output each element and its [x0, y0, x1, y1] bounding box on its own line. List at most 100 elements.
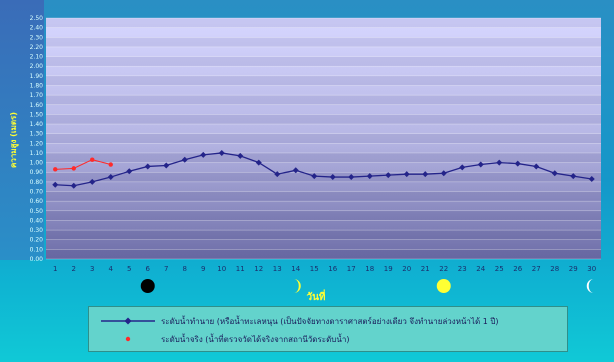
data-point	[570, 173, 577, 180]
data-point	[459, 164, 466, 171]
x-tick-label: 25	[495, 265, 504, 273]
plot-stripe	[46, 95, 601, 105]
y-tick-label: 2.00	[30, 63, 44, 70]
data-point	[90, 157, 95, 162]
y-tick-label: 1.60	[30, 102, 44, 109]
data-point	[200, 151, 207, 158]
data-point	[551, 170, 558, 177]
data-point	[440, 170, 447, 177]
data-point	[533, 163, 540, 170]
data-point	[514, 160, 521, 167]
y-tick-label: 2.30	[30, 34, 44, 41]
x-tick-label: 22	[439, 265, 448, 273]
y-tick-label: 1.80	[30, 82, 44, 89]
y-tick-label: 0.20	[30, 237, 44, 244]
y-tick-label: 1.20	[30, 140, 44, 147]
x-axis-label: วันที่	[306, 289, 325, 303]
data-point	[403, 171, 410, 178]
data-point	[348, 174, 355, 181]
x-tick-label: 20	[402, 265, 411, 273]
data-point	[53, 167, 58, 172]
legend: ระดับน้ำทำนาย (หรือน้ำทะเลหนุน (เป็นปัจจ…	[88, 306, 568, 352]
x-tick-label: 2	[72, 265, 76, 273]
x-tick-label: 7	[164, 265, 168, 273]
legend-item-predicted: ระดับน้ำทำนาย (หรือน้ำทะเลหนุน (เป็นปัจจ…	[89, 313, 567, 329]
plot-stripe	[46, 191, 601, 202]
data-point	[181, 156, 188, 163]
y-tick-label: 0.40	[30, 217, 44, 224]
plot-stripe	[46, 37, 601, 47]
x-tick-label: 1	[53, 265, 57, 273]
x-tick-label: 28	[550, 265, 559, 273]
plot-stripe	[46, 249, 601, 259]
full-moon-icon	[436, 279, 451, 293]
x-tick-label: 5	[127, 265, 131, 273]
data-point	[311, 173, 318, 180]
plot-stripe	[46, 230, 601, 240]
y-tick-label: 2.10	[30, 54, 44, 61]
x-tick-label: 15	[310, 265, 319, 273]
y-tick-label: 0.70	[30, 189, 44, 196]
y-tick-label: 0.60	[30, 198, 44, 205]
x-tick-label: 6	[146, 265, 151, 273]
y-tick-label: 2.20	[30, 44, 44, 51]
data-point	[52, 181, 59, 188]
legend-label-predicted: ระดับน้ำทำนาย (หรือน้ำทะเลหนุน (เป็นปัจจ…	[161, 316, 499, 326]
y-tick-label: 1.30	[30, 131, 44, 138]
y-tick-label: 0.50	[30, 208, 44, 215]
data-point	[144, 163, 151, 170]
x-tick-label: 23	[458, 265, 467, 273]
y-tick-label: 0.10	[30, 246, 44, 253]
data-point	[292, 167, 299, 174]
plot-stripe	[46, 56, 601, 67]
x-tick-labels: 1 2 3 4 5 6 7 8 9 10 11 12 13 14 15 16 17 18 19 20 21 22 23 24 2…	[53, 265, 596, 273]
moon-phase-icons	[140, 279, 594, 293]
x-tick-label: 13	[273, 265, 282, 273]
data-point	[218, 149, 225, 156]
y-tick-label: 1.70	[30, 92, 44, 99]
x-tick-label: 16	[328, 265, 337, 273]
plot-stripe	[46, 114, 601, 125]
data-point	[385, 172, 392, 179]
new-moon-icon	[140, 279, 155, 293]
data-point	[496, 159, 503, 166]
series-line-1	[55, 159, 111, 170]
plot-stripes	[46, 18, 601, 259]
y-tick-label: 0.30	[30, 227, 44, 234]
legend-item-observed: ระดับน้ำจริง (น้ำที่ตรวจวัดได้จริงจากสถา…	[89, 331, 567, 347]
y-tick-label: 0.90	[30, 169, 44, 176]
plot-stripe	[46, 75, 601, 86]
gridlines	[46, 17, 601, 260]
y-tick-label: 0.00	[30, 256, 44, 263]
data-point	[237, 152, 244, 159]
data-point	[89, 178, 96, 185]
x-tick-label: 26	[513, 265, 522, 273]
x-tick-label: 9	[201, 265, 205, 273]
y-tick-label: 2.40	[30, 25, 44, 32]
data-point	[422, 171, 429, 178]
x-tick-label: 17	[347, 265, 356, 273]
plot-stripe	[46, 18, 601, 28]
x-tick-label: 4	[109, 265, 114, 273]
x-tick-label: 10	[217, 265, 226, 273]
last-quarter-icon	[586, 279, 594, 293]
plot-stripe	[46, 210, 601, 221]
data-point	[163, 162, 170, 169]
y-tick-label: 1.10	[30, 150, 44, 157]
x-tick-label: 14	[291, 265, 300, 273]
y-tick-label: 1.40	[30, 121, 44, 128]
legend-swatch-observed	[99, 331, 157, 347]
legend-swatch-predicted	[99, 313, 157, 329]
legend-label-observed: ระดับน้ำจริง (น้ำที่ตรวจวัดได้จริงจากสถา…	[161, 334, 350, 344]
x-tick-label: 24	[476, 265, 485, 273]
y-axis-label: ความสูง (เมตร)	[9, 112, 19, 168]
x-tick-label: 19	[384, 265, 393, 273]
data-point	[588, 175, 595, 182]
y-tick-label: 2.50	[30, 15, 44, 22]
data-point	[329, 174, 336, 181]
y-tick-labels: 0.00 0.10 0.20 0.30 0.40 0.50 0.60 0.70 0.80 0.90…	[30, 15, 44, 263]
plot-stripe	[46, 133, 601, 144]
data-point	[255, 159, 262, 166]
data-point	[107, 174, 114, 181]
